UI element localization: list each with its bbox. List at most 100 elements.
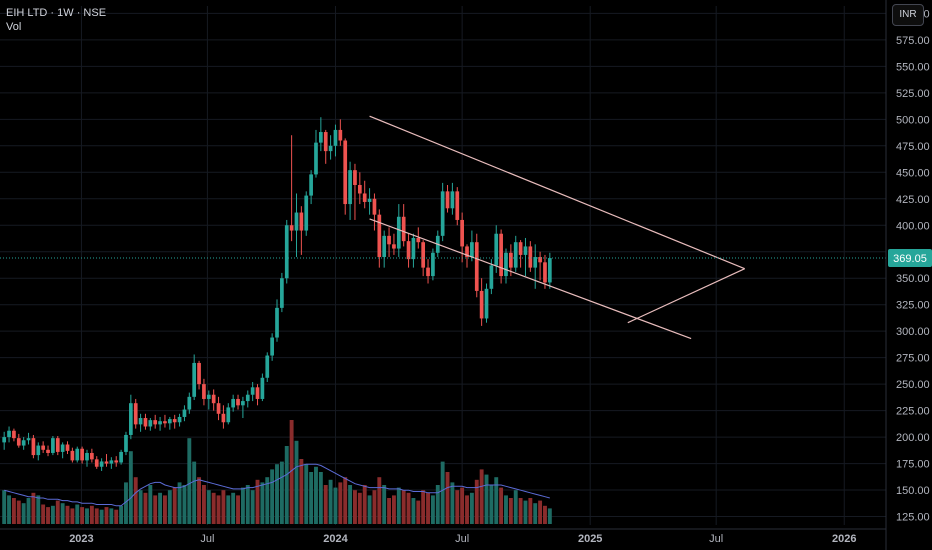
volume-bar	[206, 490, 211, 524]
volume-bar	[89, 505, 94, 524]
candle-body	[70, 450, 75, 461]
volume-bar	[119, 505, 124, 524]
y-tick-label: 325.00	[896, 300, 930, 312]
candle-body	[114, 460, 119, 463]
candle-body	[494, 233, 499, 266]
y-tick-label: 250.00	[896, 379, 930, 391]
volume-bar	[504, 495, 508, 524]
candle-body	[36, 445, 41, 456]
volume-bar	[362, 485, 367, 524]
candle-body	[16, 438, 21, 446]
candle-body	[455, 191, 460, 220]
volume-bar	[479, 469, 484, 524]
y-tick-label: 225.00	[896, 406, 930, 418]
volume-bar	[187, 438, 192, 524]
x-tick-label: Jul	[200, 533, 214, 545]
volume-bar	[201, 485, 206, 524]
volume-bar	[60, 503, 65, 524]
volume-bar	[245, 485, 250, 524]
volume-bar	[16, 500, 21, 524]
candle-body	[484, 288, 489, 319]
volume-bar	[377, 477, 382, 524]
y-tick-label: 350.00	[896, 273, 930, 285]
volume-bar	[177, 482, 182, 524]
volume-bar	[435, 485, 440, 524]
volume-bar	[85, 508, 89, 524]
symbol-title: EIH LTD · 1W · NSE	[6, 7, 107, 19]
candle-body	[202, 384, 206, 399]
candle-body	[51, 438, 55, 453]
y-tick-label: 425.00	[896, 194, 930, 206]
volume-bar	[275, 464, 279, 524]
candle-body	[431, 252, 435, 277]
volume-bar	[547, 508, 552, 524]
volume-bar	[309, 472, 314, 524]
y-tick-label: 275.00	[896, 353, 930, 365]
candle-body	[538, 257, 542, 263]
candle-body	[499, 233, 503, 277]
volume-bar	[94, 508, 99, 524]
candle-body	[46, 449, 50, 453]
candle-body	[280, 278, 284, 308]
candle-body	[182, 409, 187, 417]
candle-body	[323, 132, 328, 152]
candle-body	[231, 398, 236, 408]
volume-bar	[318, 472, 323, 524]
volume-bar	[440, 461, 445, 524]
candle-body	[265, 355, 270, 378]
lower-triangle-line	[627, 268, 745, 324]
y-tick-label: 550.00	[896, 61, 930, 73]
y-tick-label: 125.00	[896, 512, 930, 524]
volume-bar	[109, 508, 114, 524]
volume-bar	[416, 500, 421, 524]
y-tick-label: 400.00	[896, 220, 930, 232]
volume-bar	[523, 500, 528, 524]
candle-body	[509, 252, 513, 268]
volume-bar	[21, 503, 26, 524]
candle-body	[411, 237, 416, 260]
candle-body	[31, 438, 36, 456]
volume-bar	[255, 479, 260, 524]
candle-body	[75, 448, 80, 461]
upper-channel-line	[369, 115, 745, 270]
volume-bar	[289, 420, 294, 524]
volume-bar	[333, 487, 338, 524]
y-tick-label: 500.00	[896, 114, 930, 126]
candle-body	[518, 242, 523, 255]
volume-bar	[387, 498, 392, 524]
x-tick-label: 2025	[578, 533, 602, 545]
volume-bar	[518, 498, 523, 524]
candle-body	[406, 241, 411, 260]
volume-bar	[7, 495, 11, 524]
volume-bar	[450, 482, 455, 524]
candle-body	[80, 448, 84, 461]
volume-bar	[138, 490, 143, 524]
y-tick-label: 200.00	[896, 432, 930, 444]
candle-body	[421, 242, 426, 268]
y-tick-label: 525.00	[896, 88, 930, 100]
candle-body	[187, 396, 192, 410]
volume-bar	[221, 490, 226, 524]
volume-bar	[172, 487, 177, 524]
volume-bar	[460, 487, 465, 524]
currency-button[interactable]: INR	[892, 4, 924, 26]
volume-bar	[499, 487, 504, 524]
candle-body	[299, 212, 304, 231]
volume-bar	[279, 461, 284, 524]
candle-body	[348, 170, 352, 205]
volume-bar	[11, 498, 16, 524]
volume-bar	[343, 477, 348, 524]
volume-label: Vol	[6, 21, 22, 33]
candle-body	[489, 265, 494, 289]
volume-bar	[128, 451, 133, 524]
candle-body	[158, 421, 162, 425]
volume-bar	[353, 490, 357, 524]
last-price-label: 369.05	[893, 253, 927, 265]
volume-bar	[153, 495, 158, 524]
candle-body	[387, 235, 391, 245]
volume-bar	[304, 464, 309, 524]
volume-bar	[314, 466, 318, 524]
volume-bar	[513, 490, 518, 524]
candle-body	[7, 430, 11, 438]
